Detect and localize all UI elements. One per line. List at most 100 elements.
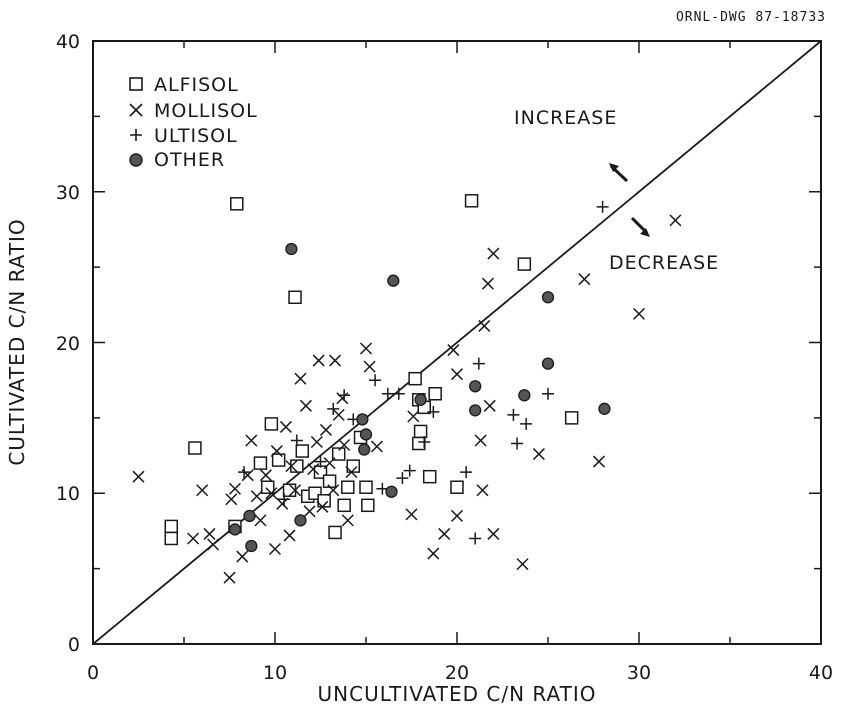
data-point-mollisol [438,527,451,540]
data-point-alfisol [288,290,302,305]
data-point-mollisol [332,408,345,421]
legend-marker-square [129,77,143,91]
data-point-mollisol [294,372,307,385]
x-tick-label: 40 [809,662,833,684]
data-point-mollisol [228,482,241,495]
data-point-alfisol [359,480,373,494]
data-point-mollisol [299,399,312,412]
data-point-alfisol [341,480,355,494]
data-point-other [469,404,482,417]
data-point-ultisol [238,466,251,479]
data-point-alfisol [188,441,202,455]
x-tick-label: 0 [87,662,99,684]
data-point-mollisol [207,538,220,551]
data-point-mollisol [265,487,278,500]
data-point-ultisol [472,357,485,370]
data-point-ultisol [460,466,473,479]
data-point-mollisol [427,547,440,560]
data-point-mollisol [225,493,238,506]
legend-marker-x [129,103,143,117]
data-point-ultisol [369,374,382,387]
data-point-mollisol [474,434,487,447]
data-point-mollisol [288,484,302,497]
data-point-alfisol [322,474,337,488]
data-point-mollisol [578,273,591,286]
decrease-label: DECREASE [609,252,719,274]
data-points [132,194,682,584]
data-point-alfisol [464,194,479,208]
data-point-other [385,485,398,498]
data-point-mollisol [236,550,249,563]
data-point-ultisol [469,532,482,545]
data-point-ultisol [427,405,440,418]
data-point-mollisol [329,354,342,367]
data-point-mollisol [450,368,464,381]
data-point-alfisol [164,519,179,534]
y-tick-label: 40 [56,31,80,53]
data-point-ultisol [392,387,405,400]
data-point-mollisol [359,342,373,355]
data-point-mollisol [268,542,282,556]
y-tick-label: 30 [56,182,80,204]
data-point-ultisol [396,472,409,485]
data-point-alfisol [264,417,279,431]
x-axis-title: UNCULTIVATED C/N RATIO [318,682,597,706]
data-point-mollisol [516,558,529,571]
data-point-mollisol [250,490,263,503]
data-point-mollisol [312,354,325,367]
data-point-mollisol [478,319,491,332]
data-point-mollisol [327,484,340,497]
data-point-other [598,402,611,415]
y-tick-label: 0 [68,634,80,656]
data-point-other [358,443,371,456]
data-point-mollisol [481,277,494,290]
data-point-mollisol [270,445,283,458]
legend-label-mollisol: MOLLISOL [154,100,258,122]
data-point-ultisol [511,437,524,450]
data-point-ultisol [327,402,340,415]
drawing-id: ORNL-DWG 87-18733 [676,10,826,25]
data-point-alfisol [517,257,532,271]
data-point-mollisol [476,484,489,497]
data-point-mollisol [319,423,332,436]
data-point-alfisol [317,494,331,508]
data-point-mollisol [632,307,646,320]
data-point-ultisol [542,387,554,400]
data-point-alfisol [331,447,346,461]
data-point-mollisol [341,514,354,527]
legend: ALFISOL MOLLISOL ULTISOL OTHER [129,74,258,171]
data-point-ultisol [338,389,351,402]
data-point-mollisol [285,460,298,473]
data-point-other [387,274,400,287]
data-point-mollisol [283,529,296,542]
y-tick-label: 10 [56,483,80,505]
data-point-alfisol [295,444,310,458]
data-point-other [541,357,555,370]
data-point-mollisol [259,469,272,482]
x-tick-label: 30 [627,662,651,684]
data-point-mollisol [132,470,145,483]
data-point-mollisol [487,247,500,260]
data-point-mollisol [592,455,605,468]
data-point-mollisol [532,448,545,461]
data-point-alfisol [428,387,442,401]
increase-arrow [609,163,629,183]
data-point-other [356,413,369,426]
data-point-alfisol [337,498,351,513]
data-point-ultisol [381,387,394,400]
y-tick-labels: 0 10 20 30 40 [56,31,80,656]
data-point-ultisol [290,434,303,447]
data-point-other [228,523,242,536]
data-point-alfisol [564,411,579,425]
decrease-arrow [630,216,650,237]
data-point-other [294,514,307,527]
increase-label: INCREASE [514,107,617,129]
legend-marker-plus [130,129,142,141]
data-point-alfisol [164,531,179,546]
data-point-alfisol [328,525,342,540]
x-tick-label: 10 [263,662,287,684]
data-point-other [469,380,482,393]
data-point-ultisol [596,200,609,213]
data-point-mollisol [669,214,682,227]
